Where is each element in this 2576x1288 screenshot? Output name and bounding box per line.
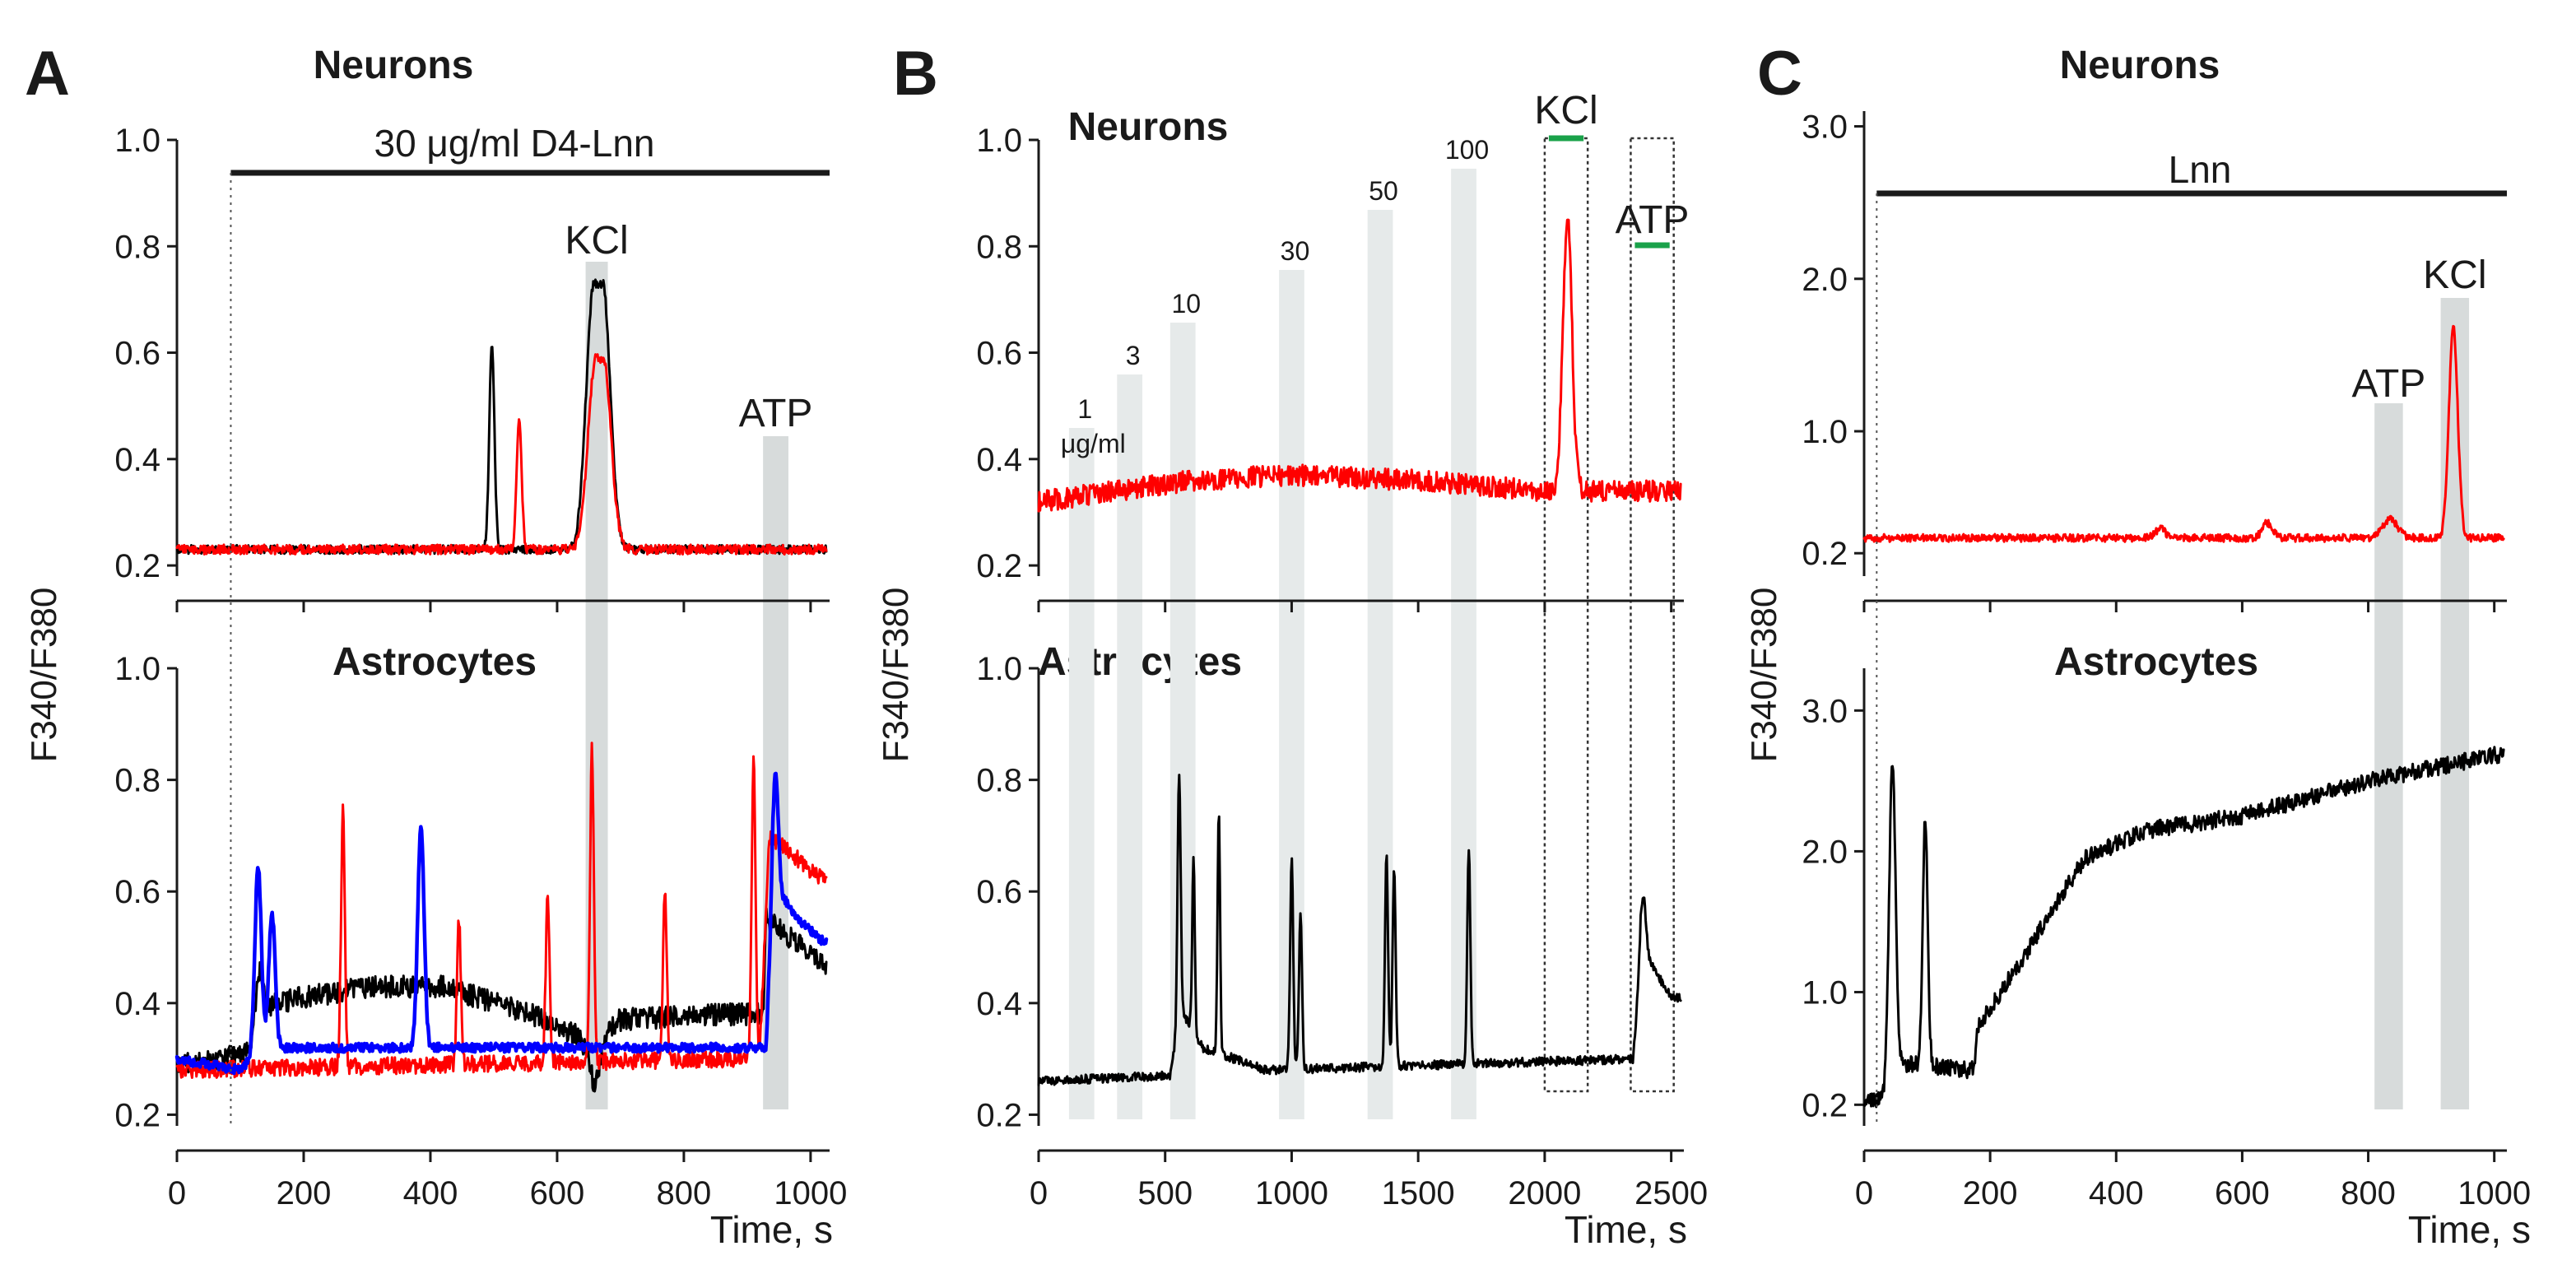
y-tick-label: 1.0 bbox=[114, 651, 160, 687]
panel-b-title-neurons: Neurons bbox=[1068, 105, 1229, 149]
panel-a-ylabel: F340/F380 bbox=[24, 588, 64, 763]
x-tick-label: 2000 bbox=[1508, 1175, 1581, 1211]
y-tick-label: 0.8 bbox=[976, 229, 1022, 265]
panel-letter-c: C bbox=[1757, 39, 1802, 109]
y-tick-label: 1.0 bbox=[976, 123, 1022, 159]
trace-series-0 bbox=[1862, 746, 2505, 1109]
panel-a: A Neurons Astrocytes F340/F380 Time, s 3… bbox=[24, 39, 847, 1251]
x-tick-label: 200 bbox=[1963, 1175, 2018, 1211]
y-tick-label: 0.6 bbox=[114, 874, 160, 910]
y-tick-label: 0.6 bbox=[976, 874, 1022, 910]
trace-series-0 bbox=[1037, 218, 1682, 513]
trace-series-0 bbox=[175, 278, 828, 556]
stimulus-band-0 bbox=[2374, 403, 2403, 1109]
x-tick-label: 0 bbox=[1855, 1175, 1873, 1211]
y-tick-label: 0.2 bbox=[976, 548, 1022, 584]
trace-series-0 bbox=[1037, 774, 1682, 1086]
x-tick-label: 600 bbox=[2215, 1175, 2270, 1211]
y-tick-label: 2.0 bbox=[1802, 834, 1848, 870]
x-tick-label: 0 bbox=[1030, 1175, 1048, 1211]
x-tick-label: 2500 bbox=[1634, 1175, 1708, 1211]
panel-a-treatment-label: 30 μg/ml D4-Lnn bbox=[374, 122, 654, 165]
panel-letter-b: B bbox=[893, 39, 938, 109]
stimulus-window-1 bbox=[1630, 137, 1675, 1093]
dose-band-0 bbox=[1068, 428, 1095, 1119]
y-tick-label: 0.6 bbox=[976, 336, 1022, 372]
y-tick-label: 0.8 bbox=[114, 763, 160, 799]
y-tick-label: 3.0 bbox=[1802, 109, 1848, 146]
trace-series-0 bbox=[175, 907, 828, 1093]
dose-band-1 bbox=[1117, 374, 1143, 1119]
stimulus-window-0 bbox=[1543, 137, 1589, 1093]
panel-b-ylabel: F340/F380 bbox=[876, 588, 916, 763]
x-tick-label: 400 bbox=[2089, 1175, 2144, 1211]
y-tick-label: 0.4 bbox=[114, 986, 160, 1022]
stimulus-label: KCl bbox=[1534, 89, 1597, 133]
y-tick-label: 0.4 bbox=[114, 442, 160, 478]
y-tick-label: 1.0 bbox=[1802, 414, 1848, 450]
trace-series-1 bbox=[175, 742, 828, 1079]
x-tick-label: 200 bbox=[277, 1175, 332, 1211]
x-tick-label: 600 bbox=[530, 1175, 585, 1211]
stimulus-label: ATP bbox=[2352, 362, 2426, 406]
y-tick-label: 0.4 bbox=[976, 986, 1022, 1022]
panel-c-ylabel: F340/F380 bbox=[1744, 588, 1784, 763]
x-tick-label: 1000 bbox=[1255, 1175, 1328, 1211]
dose-label: 50 bbox=[1369, 176, 1398, 206]
panel-c-title-astrocytes: Astrocytes bbox=[2054, 640, 2258, 684]
dose-band-5 bbox=[1451, 169, 1476, 1119]
dose-label: 30 bbox=[1281, 236, 1310, 266]
x-tick-label: 1000 bbox=[2457, 1175, 2531, 1211]
stimulus-label: ATP bbox=[1616, 198, 1690, 242]
panel-b: B Neurons Astrocytes F340/F380 Time, s 0… bbox=[876, 39, 1708, 1251]
y-tick-label: 1.0 bbox=[1802, 974, 1848, 1011]
y-tick-label: 1.0 bbox=[114, 123, 160, 159]
dose-label: 1 bbox=[1077, 394, 1092, 424]
trace-series-1 bbox=[175, 353, 828, 556]
x-tick-label: 0 bbox=[168, 1175, 186, 1211]
panel-c: C Neurons Astrocytes F340/F380 Time, s L… bbox=[1744, 39, 2531, 1251]
dose-label: 10 bbox=[1171, 289, 1201, 319]
y-tick-label: 3.0 bbox=[1802, 693, 1848, 729]
dose-label: 100 bbox=[1445, 135, 1489, 165]
y-tick-label: 0.2 bbox=[114, 548, 160, 584]
y-tick-label: 0.2 bbox=[114, 1097, 160, 1133]
panel-letter-a: A bbox=[25, 39, 70, 109]
x-tick-label: 1000 bbox=[774, 1175, 847, 1211]
panel-a-title-astrocytes: Astrocytes bbox=[332, 640, 537, 684]
dose-label: 3 bbox=[1126, 341, 1141, 370]
stimulus-label: KCl bbox=[2423, 253, 2486, 297]
stimulus-label: ATP bbox=[739, 392, 813, 435]
dose-band-3 bbox=[1279, 270, 1304, 1119]
panel-c-title-neurons: Neurons bbox=[2060, 44, 2220, 87]
y-tick-label: 0.8 bbox=[976, 763, 1022, 799]
panel-c-xlabel: Time, s bbox=[2408, 1208, 2531, 1251]
y-tick-label: 1.0 bbox=[976, 651, 1022, 687]
panel-a-title-neurons: Neurons bbox=[314, 44, 474, 87]
x-tick-label: 1500 bbox=[1382, 1175, 1455, 1211]
trace-series-0 bbox=[1862, 324, 2505, 543]
x-tick-label: 400 bbox=[403, 1175, 458, 1211]
y-tick-label: 0.2 bbox=[976, 1097, 1022, 1133]
trace-series-2 bbox=[174, 771, 829, 1076]
y-tick-label: 0.4 bbox=[976, 442, 1022, 478]
stimulus-band-1 bbox=[2440, 298, 2470, 1109]
y-tick-label: 0.8 bbox=[114, 229, 160, 265]
x-tick-label: 800 bbox=[657, 1175, 712, 1211]
x-tick-label: 800 bbox=[2341, 1175, 2396, 1211]
x-tick-label: 500 bbox=[1137, 1175, 1193, 1211]
panel-b-xlabel: Time, s bbox=[1565, 1208, 1687, 1251]
dose-unit-label: μg/ml bbox=[1061, 429, 1126, 458]
stimulus-label: KCl bbox=[565, 219, 628, 263]
y-tick-label: 0.2 bbox=[1802, 536, 1848, 572]
y-tick-label: 0.2 bbox=[1802, 1087, 1848, 1123]
panel-a-xlabel: Time, s bbox=[710, 1208, 833, 1251]
y-tick-label: 2.0 bbox=[1802, 262, 1848, 298]
panel-c-treatment-label: Lnn bbox=[2169, 148, 2232, 191]
y-tick-label: 0.6 bbox=[114, 336, 160, 372]
